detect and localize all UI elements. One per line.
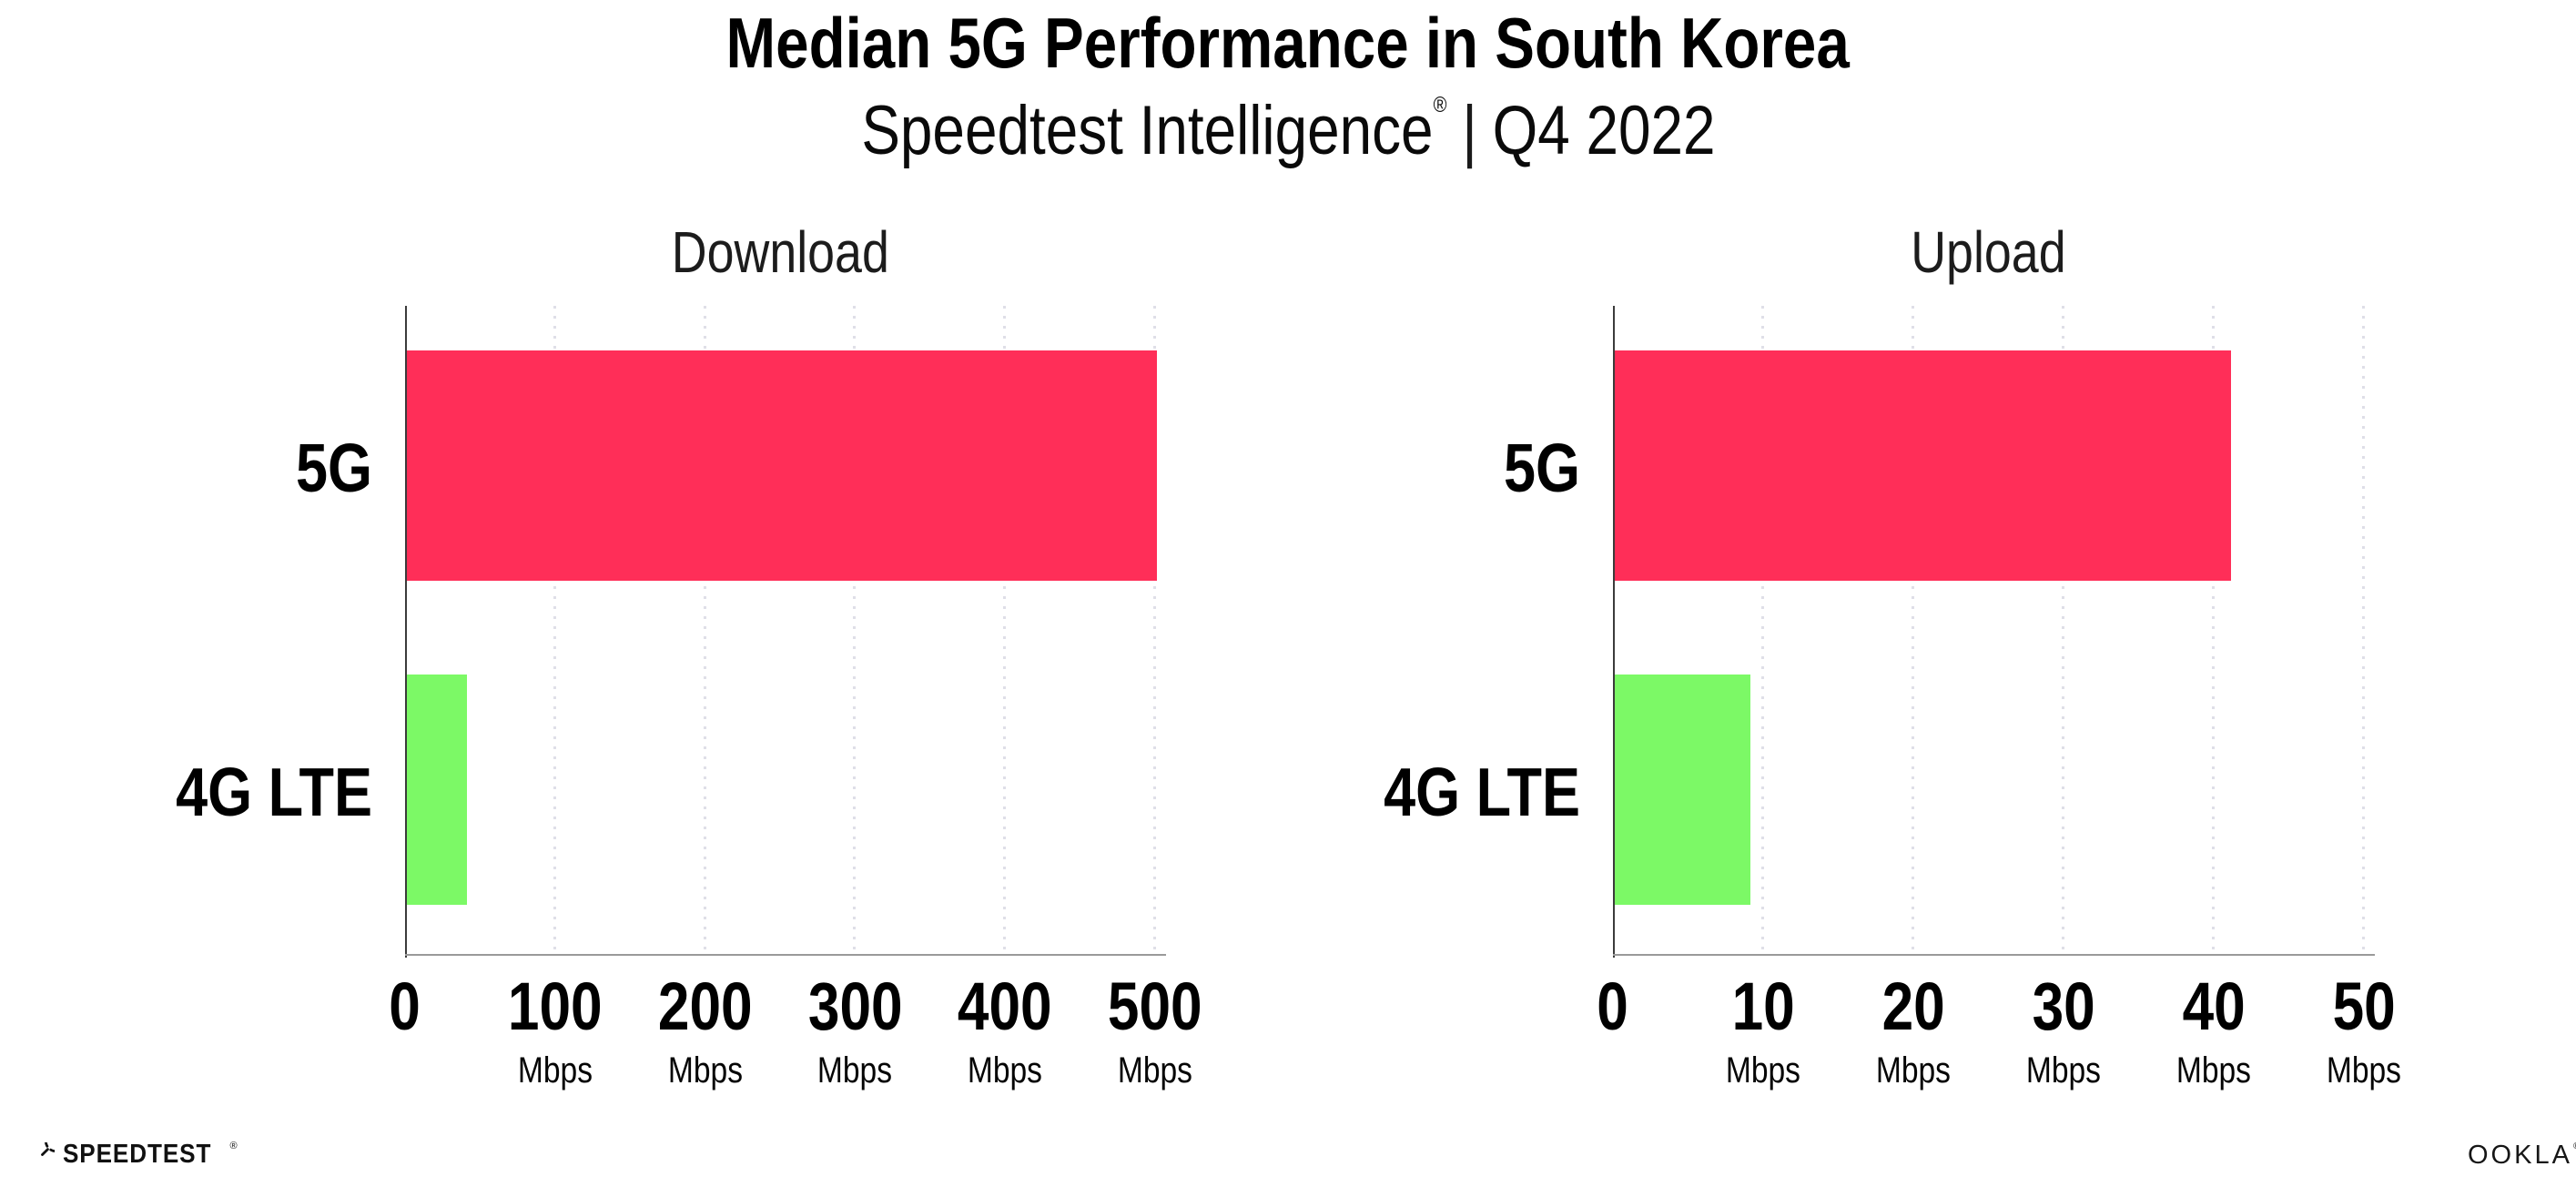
upload-tick-30: 30 Mbps: [2025, 969, 2102, 1091]
ookla-logo: OOKLA ®: [2468, 1141, 2576, 1169]
upload-5g-bar: [1615, 350, 2231, 581]
download-category-label-4g-lte: 4G LTE: [176, 754, 372, 830]
download-4g-lte-bar: [407, 675, 467, 905]
speedtest-gauge-icon: [41, 1142, 55, 1156]
upload-plot-area: 5G 4G LTE 0 10 Mbps 20 Mbps 30 Mbps 40 M…: [1384, 306, 2401, 1090]
download-tick-300: 300 Mbps: [807, 969, 903, 1091]
speedtest-registered-mark: ®: [229, 1141, 238, 1151]
gridline: [703, 306, 706, 954]
download-category-label-5g: 5G: [295, 430, 372, 506]
ookla-wordmark: OOKLA: [2468, 1141, 2572, 1170]
download-5g-bar: [407, 350, 1157, 581]
subtitle-separator: |: [1461, 92, 1477, 169]
upload-tick-20: 20 Mbps: [1875, 969, 1952, 1091]
download-chart-title: Download: [405, 218, 1155, 286]
main-title-text: Median 5G Performance in South Korea: [725, 3, 1851, 83]
gridline: [1912, 306, 1914, 954]
subtitle: Speedtest Intelligence® | Q4 2022: [0, 86, 2576, 177]
download-y-axis-line: [405, 306, 407, 958]
download-plot-area: 5G 4G LTE 0 100 Mbps 200 Mbps 300 Mbps 4…: [176, 306, 1202, 1090]
upload-y-axis-line: [1613, 306, 1615, 958]
download-tick-0: 0: [389, 969, 421, 1044]
upload-tick-0: 0: [1597, 969, 1629, 1044]
subtitle-brand: Speedtest Intelligence: [860, 92, 1434, 169]
download-title-text: Download: [671, 219, 889, 285]
subtitle-period: Q4 2022: [1492, 92, 1716, 169]
gridline: [2062, 306, 2064, 954]
gridline: [1153, 306, 1156, 954]
upload-category-label-5g: 5G: [1503, 430, 1580, 506]
download-tick-100: 100 Mbps: [507, 969, 603, 1091]
download-tick-500: 500 Mbps: [1108, 969, 1202, 1091]
registered-trademark-mark: ®: [1433, 93, 1446, 117]
upload-tick-40: 40 Mbps: [2175, 969, 2252, 1091]
download-tick-200: 200 Mbps: [657, 969, 753, 1091]
gridline: [1003, 306, 1007, 954]
ookla-registered-mark: ®: [2573, 1142, 2576, 1151]
subtitle-text: Speedtest Intelligence® | Q4 2022: [861, 86, 1715, 177]
gridline: [2362, 306, 2365, 954]
main-title: Median 5G Performance in South Korea: [0, 5, 2576, 80]
upload-title-text: Upload: [1911, 219, 2066, 285]
upload-4g-lte-bar: [1615, 675, 1750, 905]
download-x-axis-line: [405, 954, 1166, 956]
gridline: [853, 306, 857, 954]
upload-category-label-4g-lte: 4G LTE: [1384, 754, 1580, 830]
upload-tick-50: 50 Mbps: [2326, 969, 2402, 1091]
gridline: [1761, 306, 1764, 954]
gridline: [553, 306, 556, 954]
upload-chart-title: Upload: [1613, 218, 2364, 286]
gridline: [2212, 306, 2215, 954]
upload-tick-10: 10 Mbps: [1725, 969, 1801, 1091]
speedtest-wordmark: SPEEDTEST: [63, 1140, 212, 1169]
speedtest-logo: SPEEDTEST ®: [30, 1140, 238, 1170]
upload-x-axis-line: [1613, 954, 2375, 956]
download-tick-400: 400 Mbps: [958, 969, 1053, 1091]
